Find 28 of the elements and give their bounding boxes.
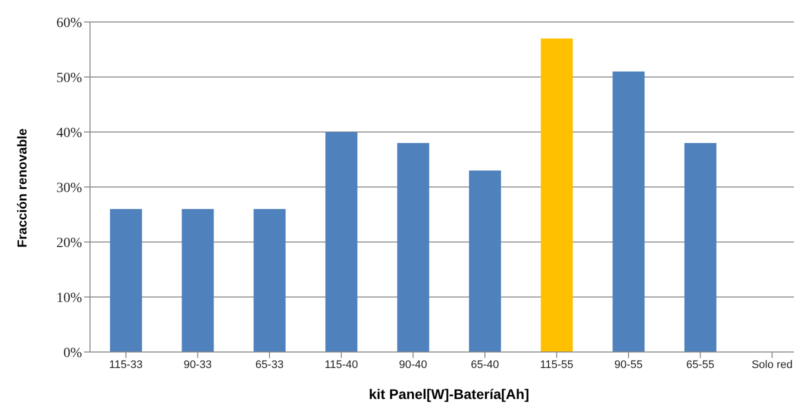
bar xyxy=(684,143,716,352)
x-tick-label: 90-55 xyxy=(614,358,643,371)
x-tick-label: 115-40 xyxy=(324,358,358,371)
x-tick-label: 115-33 xyxy=(109,358,143,371)
bar xyxy=(254,209,286,352)
x-tick-label: 90-33 xyxy=(184,358,212,371)
bar xyxy=(110,209,142,352)
x-tick-label: 65-55 xyxy=(686,358,714,371)
y-tick-label: 50% xyxy=(56,70,82,86)
y-tick-label: 30% xyxy=(56,180,82,196)
x-tick-label: 65-33 xyxy=(255,358,284,371)
y-axis-title: Fracción renovable xyxy=(14,128,30,248)
bar xyxy=(325,132,358,352)
bar xyxy=(612,72,645,352)
x-axis-title: kit Panel[W]-Batería[Ah] xyxy=(368,386,530,402)
y-tick-label: 10% xyxy=(56,290,82,306)
y-tick-label: 40% xyxy=(56,126,82,141)
y-tick-label: 0% xyxy=(63,346,82,361)
bar xyxy=(540,38,573,352)
x-tick-label: 115-55 xyxy=(540,358,574,371)
y-tick-label: 20% xyxy=(56,236,82,251)
bar xyxy=(397,143,430,352)
y-tick-label: 60% xyxy=(56,16,82,31)
bar xyxy=(182,209,214,352)
bar xyxy=(469,170,501,352)
x-tick-label: Solo red xyxy=(752,358,793,371)
x-tick-label: 90-40 xyxy=(399,358,428,371)
x-tick-label: 65-40 xyxy=(470,358,499,371)
